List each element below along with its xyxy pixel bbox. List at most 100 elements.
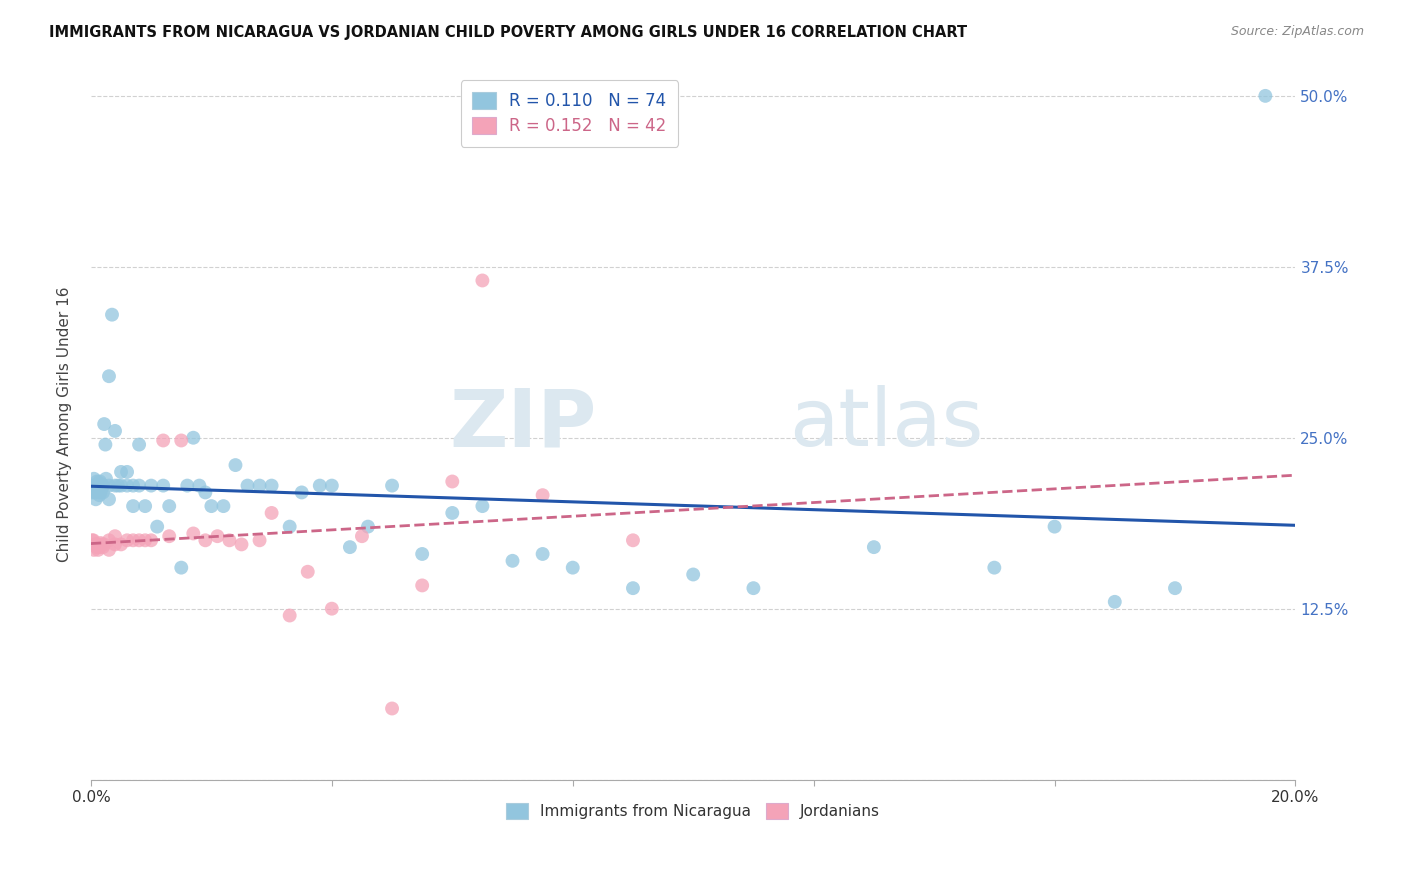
Point [441,506,464,520]
Point [110,537,132,551]
Point [86,478,108,492]
Point [531,488,554,502]
Point [83,478,105,492]
Text: ZIP: ZIP [450,385,596,463]
Point [381,701,404,715]
Point [122,533,145,548]
Point [90,537,112,551]
Point [181,526,204,541]
Point [134,499,156,513]
Point [91,540,114,554]
Point [84,485,107,500]
Point [82,533,104,548]
Point [260,478,283,492]
Point [249,533,271,548]
Point [212,499,235,513]
Point [101,308,124,322]
Point [128,437,150,451]
Point [983,560,1005,574]
Point [411,547,433,561]
Point [89,540,111,554]
Point [621,533,644,548]
Point [260,506,283,520]
Point [107,478,129,492]
Point [86,537,108,551]
Point [152,434,174,448]
Point [104,529,127,543]
Point [86,475,108,489]
Point [128,533,150,548]
Point [82,533,104,548]
Point [89,488,111,502]
Point [87,481,110,495]
Point [561,560,583,574]
Point [308,478,330,492]
Point [90,536,112,550]
Point [98,478,121,492]
Point [90,483,112,497]
Point [104,478,127,492]
Point [278,519,301,533]
Point [152,478,174,492]
Point [339,540,361,554]
Point [128,478,150,492]
Point [115,533,138,548]
Point [91,485,114,500]
Point [89,475,111,489]
Text: IMMIGRANTS FROM NICARAGUA VS JORDANIAN CHILD POVERTY AMONG GIRLS UNDER 16 CORREL: IMMIGRANTS FROM NICARAGUA VS JORDANIAN C… [49,25,967,40]
Point [91,478,114,492]
Point [621,581,644,595]
Point [115,465,138,479]
Point [236,478,259,492]
Point [98,542,121,557]
Point [122,499,145,513]
Point [157,529,180,543]
Point [104,537,127,551]
Point [83,542,105,557]
Point [441,475,464,489]
Point [381,478,404,492]
Point [176,478,198,492]
Point [863,540,886,554]
Point [350,529,373,543]
Point [1104,595,1126,609]
Point [471,499,494,513]
Point [297,565,319,579]
Point [278,608,301,623]
Point [682,567,704,582]
Point [218,533,240,548]
Point [83,472,105,486]
Text: atlas: atlas [790,385,984,463]
Point [90,485,112,500]
Point [115,478,138,492]
Point [98,533,121,548]
Point [188,478,211,492]
Point [98,369,121,384]
Point [84,537,107,551]
Legend: Immigrants from Nicaragua, Jordanians: Immigrants from Nicaragua, Jordanians [501,797,886,825]
Point [224,458,246,472]
Point [181,431,204,445]
Point [104,424,127,438]
Point [84,492,107,507]
Point [93,537,115,551]
Point [157,499,180,513]
Point [1043,519,1066,533]
Point [194,533,217,548]
Point [141,478,163,492]
Point [87,542,110,557]
Point [249,478,271,492]
Point [93,417,115,431]
Point [110,465,132,479]
Point [134,533,156,548]
Point [200,499,222,513]
Point [122,478,145,492]
Point [82,485,104,500]
Point [321,601,343,615]
Point [170,560,193,574]
Point [146,519,169,533]
Point [90,477,112,491]
Point [86,483,108,497]
Point [471,273,494,287]
Point [110,478,132,492]
